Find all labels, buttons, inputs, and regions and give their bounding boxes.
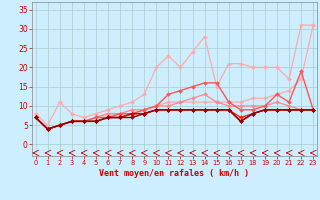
X-axis label: Vent moyen/en rafales ( km/h ): Vent moyen/en rafales ( km/h )	[100, 169, 249, 178]
